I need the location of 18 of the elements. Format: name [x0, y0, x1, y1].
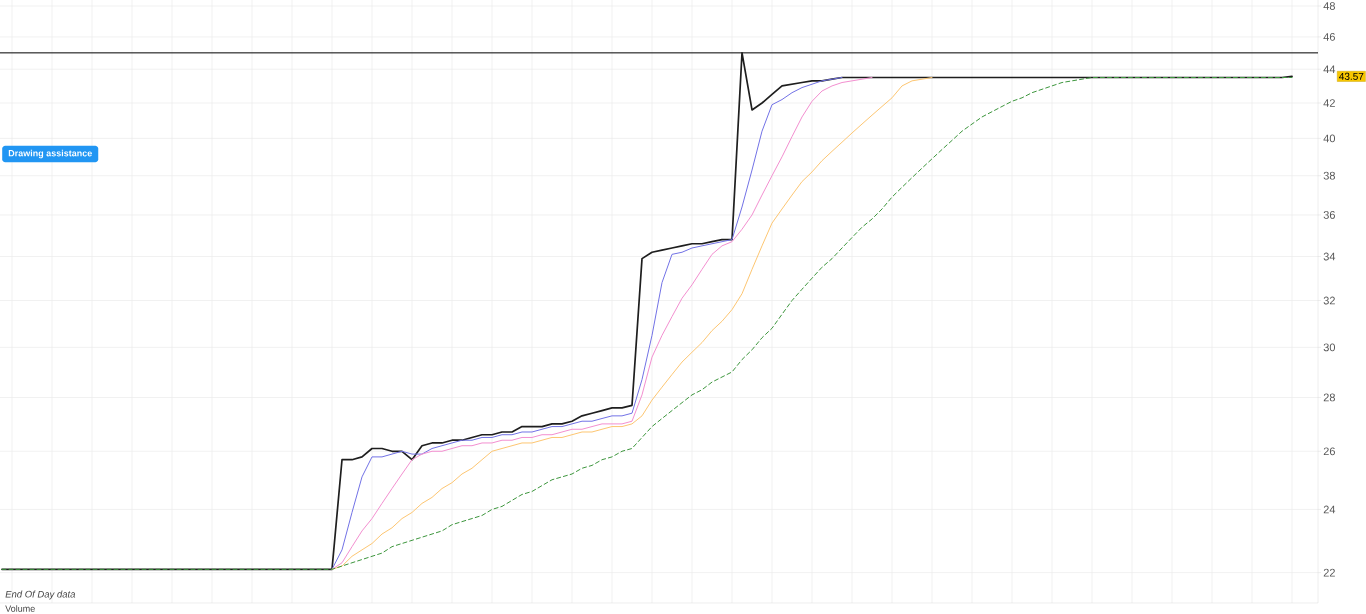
y-tick-label: 34 [1323, 252, 1336, 261]
y-tick-label: 32 [1323, 296, 1335, 305]
y-tick-label: 46 [1323, 33, 1335, 41]
text: 43.57 [1339, 72, 1364, 80]
y-tick-label: 40 [1323, 134, 1336, 143]
y-tick-label: 22 [1323, 568, 1335, 577]
y-tick-label: 30 [1323, 343, 1336, 352]
y-tick-label: 38 [1323, 171, 1335, 180]
annotation: Drawing assistance [8, 149, 92, 159]
y-tick-label: 36 [1323, 211, 1335, 219]
y-tick-label: 26 [1323, 447, 1335, 456]
y-tick-label: 24 [1323, 505, 1336, 514]
y-tick-label: 42 [1323, 99, 1335, 107]
text: Volume [5, 605, 35, 612]
annotation: End Of Day data [5, 590, 76, 600]
y-tick-label: 48 [1323, 2, 1335, 10]
y-tick-label: 28 [1323, 393, 1335, 402]
y-tick-label: 44 [1323, 65, 1336, 73]
